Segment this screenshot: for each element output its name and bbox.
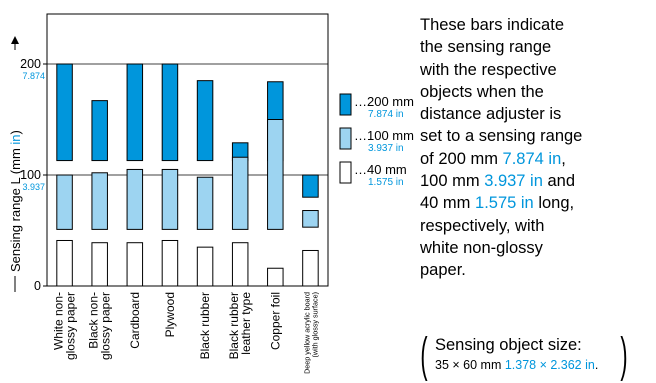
x-tick-label: Black rubber: [227, 292, 241, 359]
x-tick-label: Black rubber: [198, 292, 212, 359]
description-line: respectively, with: [420, 215, 656, 237]
y-tick-label-in: 3.937: [22, 182, 45, 192]
y-axis-title-text: Sensing range L (mm in): [8, 130, 23, 272]
y-tick-label-in: 7.874: [22, 71, 45, 81]
bar-100mm-3: [161, 168, 179, 230]
bar-40mm-3: [161, 239, 179, 287]
y-axis-title: Sensing range L (mm in): [8, 130, 23, 292]
bar-100mm-2: [126, 168, 144, 230]
x-tick-label: glossy paper: [99, 292, 113, 360]
bar-100mm-1: [91, 172, 108, 230]
bar-200mm-4: [196, 80, 214, 162]
x-tick-label: leather type: [239, 292, 253, 355]
legend-swatch-1: [339, 127, 352, 150]
description-inch-value: 7.874 in: [502, 149, 562, 168]
description-segment: paper.: [420, 261, 466, 280]
legend-label: …40 mm: [354, 162, 407, 177]
description-inch-value: 3.937 in: [484, 172, 543, 191]
plot-area: [46, 13, 329, 287]
description-segment: of 200 mm: [420, 149, 503, 168]
y-tick-label: 100: [20, 168, 41, 182]
x-tick-label: (with glossy surface): [310, 292, 319, 358]
description-segment: 40 mm: [420, 194, 476, 213]
legend-label-in: 7.874 in: [368, 109, 404, 120]
note-right-paren: ): [620, 329, 628, 382]
bar-100mm-5: [231, 156, 249, 230]
note-size-in: 1.378 × 2.362 in: [504, 358, 595, 372]
note-line-1: Sensing object size:: [435, 336, 582, 354]
description-line: the sensing range: [420, 36, 656, 58]
note-line-2: 35 × 60 mm 1.378 × 2.362 in.: [435, 358, 598, 372]
description-segment: with the respective: [420, 60, 557, 79]
plot-frame: [46, 13, 329, 287]
bar-100mm-4: [196, 176, 214, 230]
description-inch-value: 1.575 in: [475, 194, 534, 213]
description-line: paper.: [420, 259, 656, 281]
bar-40mm-2: [126, 242, 144, 287]
description-segment: set to a sensing range: [420, 127, 583, 146]
y-tick-label: 0: [34, 279, 41, 293]
bar-40mm-1: [91, 242, 108, 287]
y-tick-label: 200: [20, 57, 41, 71]
description-line: objects when the: [420, 81, 656, 103]
bar-200mm-0: [56, 63, 73, 162]
description-line: white non-glossy: [420, 237, 656, 259]
description-segment: objects when the: [420, 82, 544, 101]
bar-200mm-1: [91, 100, 108, 162]
bars: [56, 63, 319, 287]
x-tick-label: Plywood: [163, 292, 177, 337]
x-tick-label: Copper foil: [268, 292, 282, 350]
description-line: set to a sensing range: [420, 125, 656, 147]
bar-40mm-0: [56, 239, 73, 287]
x-tick-label: glossy paper: [64, 292, 78, 360]
bar-40mm-4: [196, 246, 214, 287]
bar-100mm-6: [267, 119, 284, 230]
bar-200mm-7: [302, 174, 319, 198]
sensing-object-size-note: ( ) Sensing object size: 35 × 60 mm 1.37…: [420, 329, 634, 382]
description-segment: long,: [533, 194, 575, 213]
legend-label: …100 mm: [354, 128, 414, 143]
note-size-end: .: [594, 358, 599, 372]
legend-label-in: 3.937 in: [368, 143, 404, 154]
description-line: 100 mm 3.937 in and: [420, 170, 656, 192]
bar-200mm-2: [126, 63, 144, 162]
x-tick-labels: White non-glossy paper Black non-glossy p…: [52, 292, 320, 374]
description-segment: 100 mm: [420, 172, 485, 191]
note-size-mm: 35 × 60 mm: [435, 358, 505, 372]
bar-40mm-6: [267, 267, 284, 287]
x-tick-label: Cardboard: [128, 292, 142, 349]
bar-40mm-5: [231, 242, 249, 287]
bar-100mm-0: [56, 174, 73, 230]
bar-200mm-3: [161, 63, 179, 162]
description-text: These bars indicate the sensing range with…: [420, 14, 656, 282]
description-line: 40 mm 1.575 in long,: [420, 192, 656, 214]
description-segment: These bars indicate: [420, 16, 564, 34]
description-segment: and: [542, 172, 576, 191]
description-line: of 200 mm 7.874 in,: [420, 148, 656, 170]
bar-100mm-7: [302, 210, 319, 228]
description-segment: white non-glossy: [420, 238, 543, 257]
legend: …200 mm7.874 in …100 mm3.937 in …40 mm1.57…: [339, 93, 414, 188]
bar-40mm-7: [302, 249, 319, 287]
description-segment: the sensing range: [420, 38, 552, 57]
description-segment: respectively, with: [420, 216, 545, 235]
description-segment: distance adjuster is: [420, 105, 562, 124]
description-line: distance adjuster is: [420, 103, 656, 125]
x-tick-label: Deep yellow acrylic board: [302, 292, 311, 374]
legend-label-in: 1.575 in: [368, 177, 404, 188]
description-line: These bars indicate: [420, 14, 656, 36]
description-segment: ,: [561, 149, 566, 168]
legend-label: …200 mm: [354, 94, 414, 109]
y-arrow-head: [11, 36, 19, 44]
note-left-paren: (: [420, 329, 428, 382]
description-line: with the respective: [420, 59, 656, 81]
legend-swatch-2: [339, 161, 352, 184]
x-tick-label: White non-: [52, 292, 66, 350]
x-tick-label: Black non-: [87, 292, 101, 349]
legend-swatch-0: [339, 93, 352, 116]
